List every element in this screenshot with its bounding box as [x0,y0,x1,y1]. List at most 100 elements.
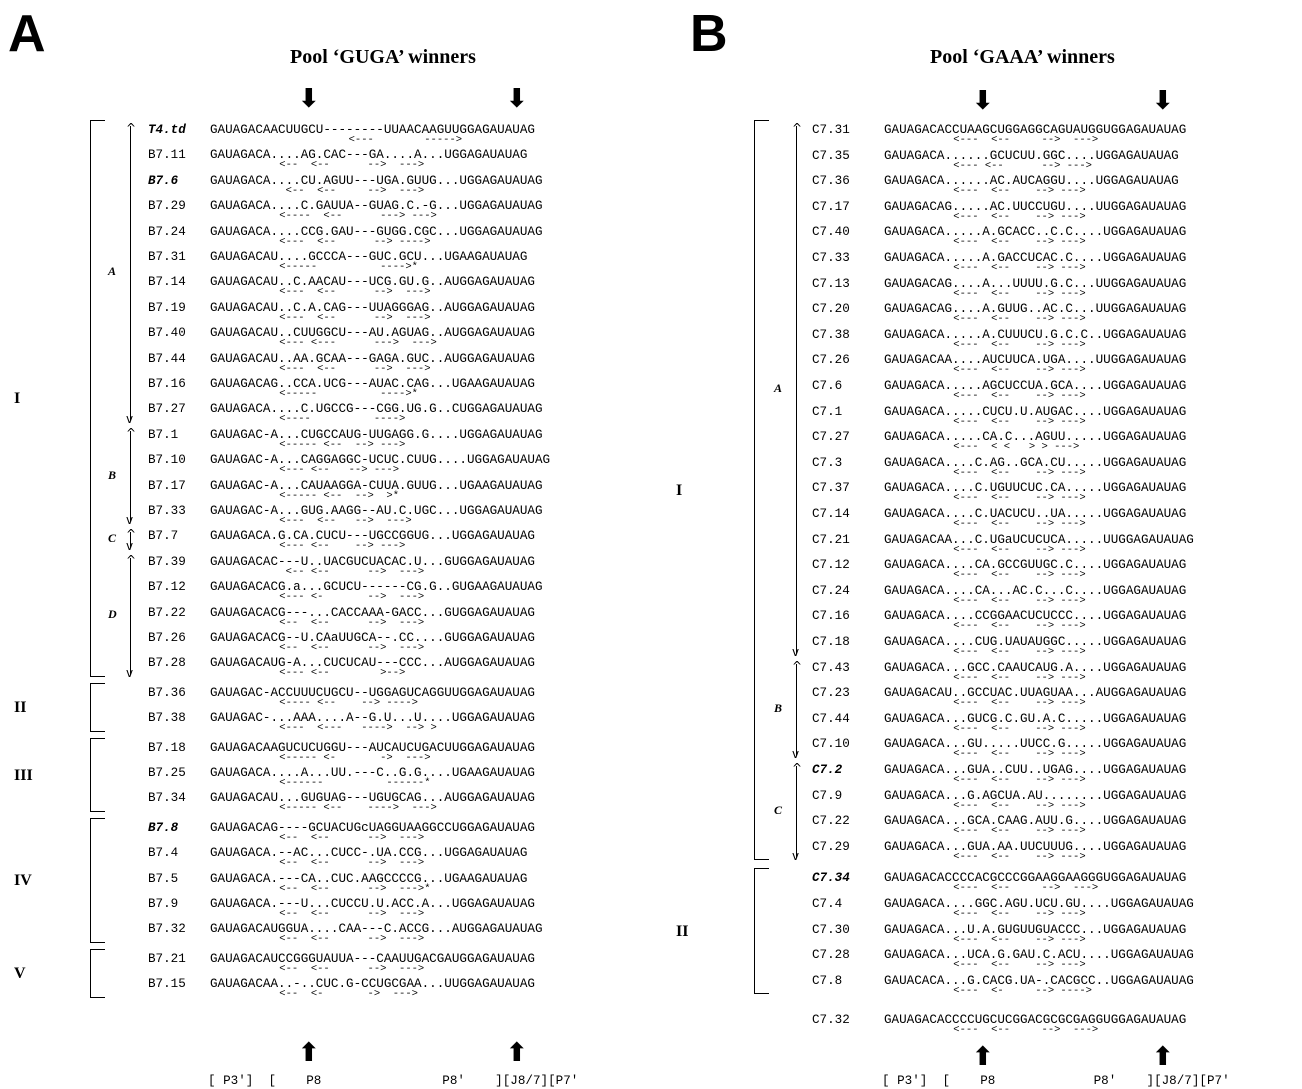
row-label: B7.19 [148,302,186,315]
arrowhead-down-icon: v [126,413,133,425]
structure-line: <---- ----> [210,414,405,425]
row-label: B7.40 [148,327,186,340]
structure-line: <----- <-- --> >* [210,491,399,502]
row-label: B7.12 [148,581,186,594]
row-label: B7.18 [148,742,186,755]
structure-line: <--- <-- --> ---> [884,161,1092,172]
row-label: B7.28 [148,657,186,670]
structure-line: <--- <-- --> ---> [210,364,431,375]
row-label: C7.4 [812,898,842,911]
structure-line: <--- <-- --> ---> [884,314,1086,325]
row-label: C7.34 [812,872,850,885]
row-label: B7.8 [148,822,178,835]
row-label: C7.40 [812,226,850,239]
row-label: B7.39 [148,556,186,569]
row-label: B7.32 [148,923,186,936]
arrowhead-up-icon: ^ [792,660,802,672]
row-label: B7.14 [148,276,186,289]
structure-line: <-- <-- --> ---> [210,833,424,844]
row-label: B7.5 [148,873,178,886]
panel-a-title: Pool ‘GUGA’ winners [290,46,476,69]
structure-line: <-- <-- --> ---> [210,858,424,869]
structure-line: <--- <-- --> ---> [210,516,412,527]
structure-line: <-- <-- --> ---> [210,160,424,171]
row-label: C7.6 [812,380,842,393]
up-arrow-icon: ⬆ [972,1044,994,1070]
down-arrow-icon: ⬇ [972,88,994,114]
structure-line: <----- <-- ----> ---> [210,803,437,814]
down-arrow-icon: ⬇ [298,86,320,112]
structure-line: <-- <-- --> ---> [210,567,424,578]
structure-line: <---- <-- --> ----> [210,698,418,709]
panel-a-footer: [ P3'] [ P8 P8' ][J8/7][P7' [208,1074,578,1088]
subgroup-label: A [108,264,116,279]
row-label: T4.td [148,124,186,137]
row-label: C7.28 [812,949,850,962]
structure-line: <----- <-- --> ---> [210,440,405,451]
row-label: B7.21 [148,953,186,966]
structure-line: <--- <-- --> ----> [210,237,431,248]
panel-b-letter: B [690,8,728,60]
structure-line: <--- <-- --> ---> [884,340,1086,351]
row-label: B7.36 [148,687,186,700]
structure-line: <-- <-- --> ---> [210,618,424,629]
structure-line: <--- <-- --> ---> [884,935,1086,946]
row-label: C7.24 [812,585,850,598]
row-label: C7.35 [812,150,850,163]
subgroup-label: B [774,701,782,716]
subgroup-label: B [108,468,116,483]
arrowhead-down-icon: v [126,667,133,679]
group-label: III [14,767,33,785]
row-label: C7.23 [812,687,850,700]
row-label: B7.4 [148,847,178,860]
subgroup-line [130,126,131,421]
structure-line: <--- <- --> ----> [884,986,1092,997]
row-label: B7.38 [148,712,186,725]
structure-line: <--- <-- --> ---> [210,313,431,324]
subgroup-line [130,431,131,523]
structure-line: <--- <-- --> ---> [884,909,1086,920]
structure-line: <------ ------* [210,778,431,789]
structure-line: <--- <--- ----> --> > [210,723,437,734]
row-label: C7.33 [812,252,850,265]
arrowhead-down-icon: v [792,850,799,862]
structure-line: <-- <-- --> ---> [210,643,424,654]
structure-line: <--- <-- --> ---> [884,1025,1098,1036]
down-arrow-icon: ⬇ [506,86,528,112]
structure-line: <--- <-- --> ---> [884,545,1086,556]
row-label: C7.1 [812,406,842,419]
row-label: C7.10 [812,738,850,751]
structure-line: <--- < < > > ---> [884,442,1079,453]
structure-line: <----- ---->* [210,389,418,400]
group-bracket [90,818,105,943]
group-label: I [14,390,20,408]
row-label: C7.8 [812,975,842,988]
row-label: B7.22 [148,607,186,620]
arrowhead-down-icon: v [126,514,133,526]
arrowhead-up-icon: ^ [792,762,802,774]
row-label: C7.44 [812,713,850,726]
structure-line: <--- <-- --> ---> [884,186,1086,197]
structure-line: <--- <-- --> ---> [884,493,1086,504]
structure-line: <-- <-- --> ---> [210,964,424,975]
structure-line: <--- <-- --> ---> [884,673,1086,684]
row-label: C7.12 [812,559,850,572]
structure-line: <--- <-- --> ---> [884,698,1086,709]
structure-line: <-- <-- --> ---> [210,909,424,920]
structure-line: <--- <-- --> ---> [884,960,1086,971]
down-arrow-icon: ⬇ [1152,88,1174,114]
group-label: II [676,923,688,941]
structure-line: <--- <-- --> ---> [210,465,399,476]
row-label: B7.31 [148,251,186,264]
row-label: B7.34 [148,792,186,805]
group-label: II [14,699,26,717]
structure-line: <-- <- -> ---> [210,989,418,1000]
arrowhead-up-icon: ^ [126,427,136,439]
arrowhead-up-icon: ^ [792,122,802,134]
panel-b-title: Pool ‘GAAA’ winners [930,46,1115,69]
up-arrow-icon: ⬆ [506,1040,528,1066]
structure-line: <--- <-- --> ---> [884,289,1086,300]
arrowhead-down-icon: v [792,748,799,760]
row-label: C7.9 [812,790,842,803]
structure-line: <--- <-- --> ---> [884,519,1086,530]
